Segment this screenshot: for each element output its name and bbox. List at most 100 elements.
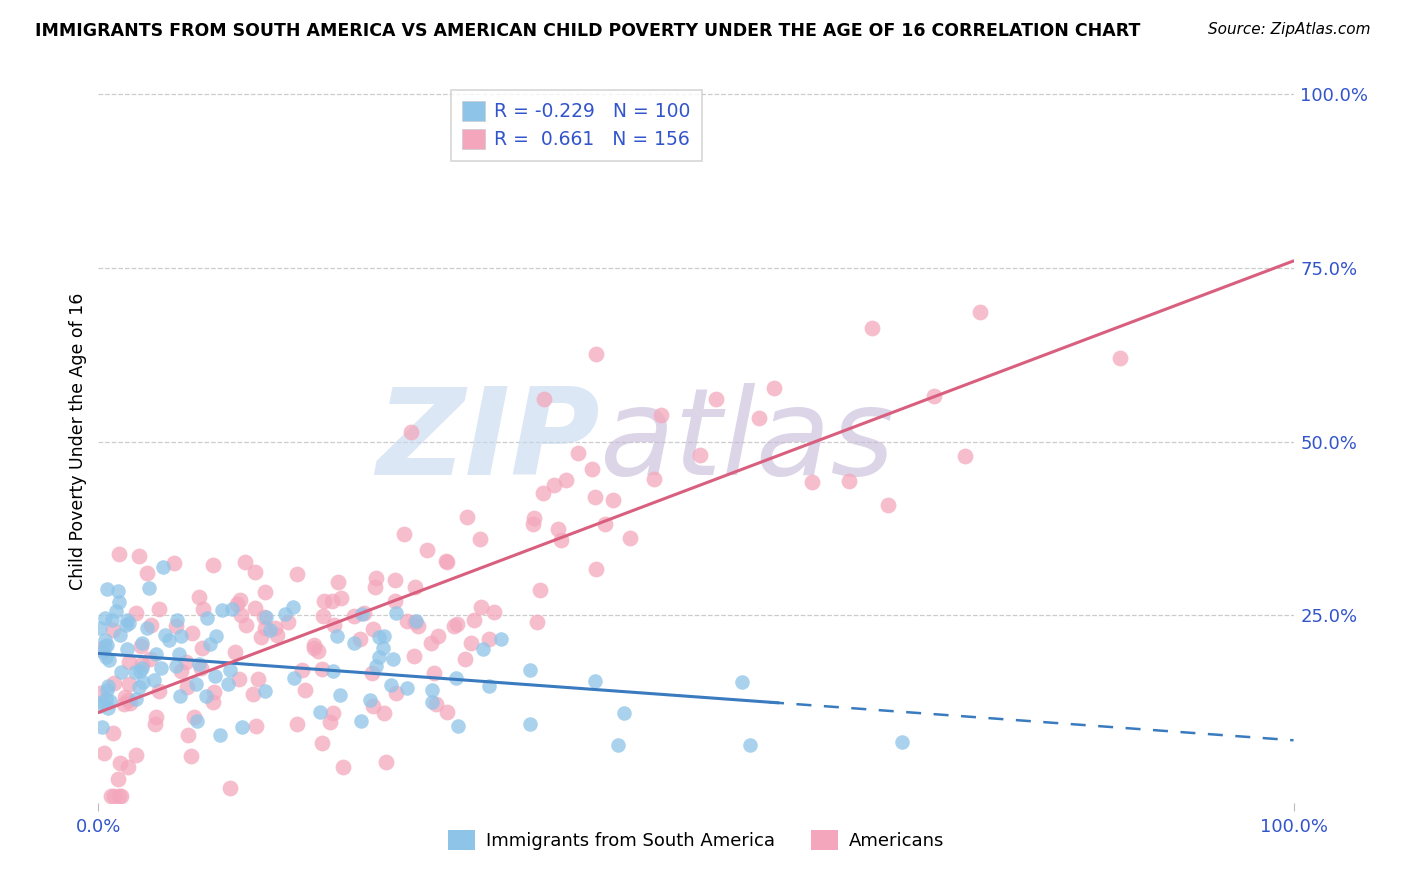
Point [131,660,153,674]
Point [371,641,394,656]
Point [404,580,426,594]
Point [460,636,482,650]
Point [253,622,276,636]
Point [124,665,146,679]
Point [97,679,120,693]
Point [583,673,606,688]
Point [149,661,172,675]
Point [302,640,325,655]
Point [468,533,491,547]
Point [291,663,314,677]
Point [94,633,117,648]
Point [602,492,624,507]
Point [254,610,277,624]
Point [250,630,273,644]
Point [190,660,212,674]
Point [153,628,176,642]
Point [526,615,548,630]
Point [402,648,425,663]
Point [382,652,405,666]
Point [225,597,247,611]
Point [395,681,418,695]
Point [285,716,308,731]
Point [405,615,427,629]
Point [619,531,641,545]
Point [361,622,384,636]
Point [364,580,387,594]
Point [463,613,485,627]
Point [254,584,277,599]
Point [128,549,150,564]
Point [174,655,197,669]
Point [96,682,118,697]
Point [350,607,373,622]
Point [202,685,225,699]
Point [108,627,131,641]
Point [89,621,111,635]
Point [385,686,408,700]
Point [259,623,281,637]
Point [243,566,266,580]
Point [285,566,308,581]
Point [581,462,603,476]
Point [107,584,129,599]
Point [125,747,148,762]
Point [953,449,976,463]
Point [444,671,467,685]
Point [170,664,193,678]
Point [384,594,406,608]
Point [195,611,218,625]
Point [523,511,546,525]
Point [228,672,250,686]
Point [221,602,243,616]
Point [456,509,478,524]
Point [191,640,214,655]
Point [689,448,711,462]
Point [152,559,174,574]
Text: IMMIGRANTS FROM SOUTH AMERICA VS AMERICAN CHILD POVERTY UNDER THE AGE OF 16 CORR: IMMIGRANTS FROM SOUTH AMERICA VS AMERICA… [35,22,1140,40]
Point [90,721,112,735]
Point [143,673,166,688]
Point [191,602,214,616]
Point [103,676,125,690]
Point [425,697,447,711]
Point [117,641,139,656]
Point [167,647,190,661]
Point [100,789,122,803]
Point [117,760,139,774]
Point [740,738,762,752]
Point [394,526,416,541]
Point [110,789,132,803]
Point [877,498,900,512]
Point [198,637,221,651]
Point [478,679,501,693]
Point [117,655,139,669]
Point [349,714,371,728]
Point [838,474,860,488]
Y-axis label: Child Poverty Under the Age of 16: Child Poverty Under the Age of 16 [69,293,87,591]
Point [186,676,208,690]
Point [118,677,141,691]
Point [396,615,419,629]
Point [242,687,264,701]
Point [195,689,218,703]
Point [138,651,160,665]
Point [606,739,628,753]
Point [420,682,443,697]
Point [170,630,193,644]
Point [426,629,449,643]
Point [368,630,391,644]
Point [332,760,354,774]
Point [436,555,458,569]
Point [115,617,138,632]
Point [454,652,477,666]
Point [91,645,114,659]
Point [233,555,256,569]
Point [245,601,267,615]
Point [186,714,208,728]
Point [343,635,366,649]
Point [731,674,754,689]
Point [364,571,387,585]
Point [94,611,117,625]
Point [748,411,770,425]
